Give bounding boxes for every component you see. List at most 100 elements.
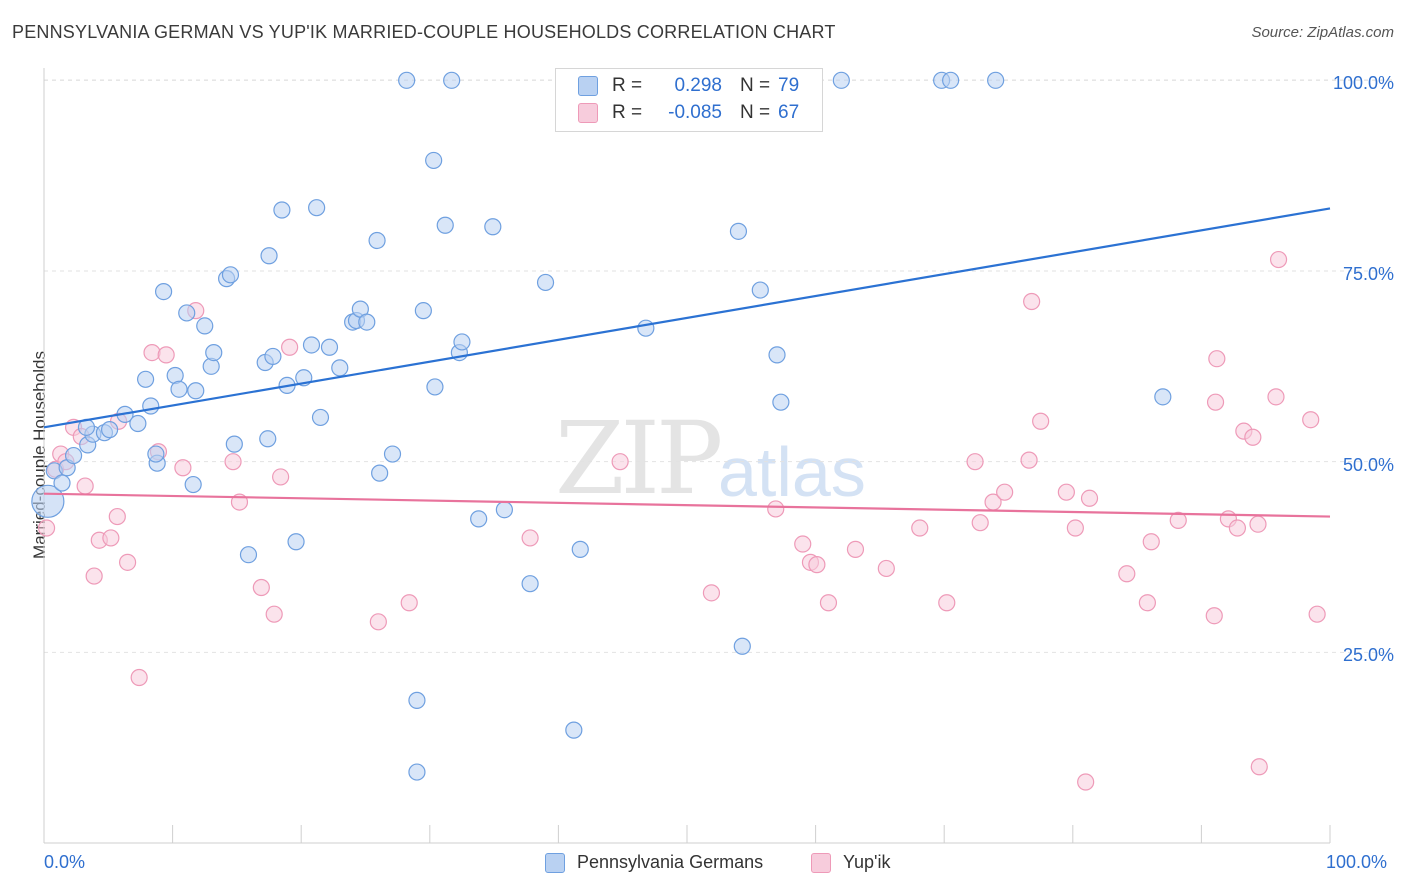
- pa-german-point: [302, 336, 321, 354]
- pa-german-point: [408, 763, 426, 781]
- pa-german-point: [358, 313, 376, 331]
- pa-german-point: [443, 71, 461, 89]
- pa-german-point: [187, 382, 205, 400]
- pa-german-point: [100, 421, 119, 439]
- legend-n-label: N =: [740, 102, 771, 123]
- pa-german-point: [308, 199, 326, 217]
- pa-german-point: [225, 435, 243, 453]
- pa-german-point: [154, 282, 173, 301]
- pa-german-point: [453, 333, 471, 351]
- legend-r-label: R =: [612, 102, 643, 123]
- yupik-point: [224, 453, 242, 471]
- pa-german-point: [426, 378, 444, 396]
- pa-german-point: [311, 408, 330, 427]
- yupik-point: [971, 514, 989, 532]
- yupik-point: [1308, 605, 1326, 623]
- legend-n-value: 79: [778, 75, 800, 96]
- pa-german-trend-line: [43, 207, 1331, 429]
- pa-german-point: [751, 281, 769, 299]
- yupik-point: [521, 529, 539, 547]
- pa-german-point: [184, 475, 202, 494]
- yupik-point: [877, 559, 895, 578]
- yupik-point: [996, 483, 1014, 501]
- pa-german-point: [484, 218, 502, 236]
- yupik-point: [174, 459, 192, 477]
- pa-german-point: [239, 546, 258, 564]
- pa-german-point: [170, 380, 188, 398]
- pa-german-point: [129, 414, 147, 433]
- series-legend-label: Pennsylvania Germans: [577, 852, 764, 872]
- yupik-point: [1208, 350, 1226, 368]
- yupik-point: [157, 346, 175, 364]
- yupik-point: [1138, 594, 1156, 612]
- series-legend-yupik[interactable]: Yup'ik: [811, 852, 890, 873]
- stats-legend: R = 0.298 N = 79 R = -0.085 N = 67: [555, 68, 823, 132]
- yupik-trend-line: [43, 492, 1331, 518]
- yupik-point: [808, 556, 826, 574]
- pa-german-point: [942, 71, 960, 89]
- pa-german-point: [571, 540, 589, 558]
- pa-german-point: [371, 464, 389, 482]
- yupik-point: [265, 605, 283, 623]
- yupik-point: [1302, 411, 1320, 429]
- yupik-point: [702, 584, 721, 602]
- pa-german-point: [147, 445, 165, 463]
- pa-german-point: [136, 370, 155, 388]
- legend-row-yupik: R = -0.085 N = 67: [578, 101, 799, 125]
- yupik-point: [1250, 758, 1268, 776]
- yupik-point: [767, 500, 785, 518]
- yupik-point: [1057, 483, 1075, 501]
- chart-title: PENNSYLVANIA GERMAN VS YUP'IK MARRIED-CO…: [12, 22, 836, 42]
- grid-lines: [44, 79, 1392, 653]
- pa-german-point: [53, 474, 71, 492]
- yupik-point: [108, 507, 126, 526]
- source-credit: Source: ZipAtlas.com: [1251, 24, 1394, 41]
- pa-german-point: [221, 266, 240, 284]
- yupik-point: [130, 668, 148, 687]
- pa-german-point: [260, 247, 278, 265]
- pa-german-point: [495, 501, 513, 519]
- yupik-point: [369, 613, 387, 631]
- yupik-point: [1206, 393, 1225, 411]
- pa-german-point: [398, 71, 416, 89]
- yupik-points: [37, 250, 1326, 791]
- yupik-point: [1228, 519, 1247, 537]
- legend-n-label: N =: [740, 75, 771, 96]
- pa-german-point: [368, 231, 386, 250]
- pa-german-point: [470, 510, 488, 528]
- yupik-point: [102, 529, 120, 547]
- pa-german-point: [521, 575, 539, 593]
- trend-lines: [43, 207, 1331, 518]
- pa-german-point: [259, 430, 277, 448]
- yupik-point: [1032, 412, 1050, 430]
- yupik-point: [911, 519, 929, 537]
- watermark-zip: ZIP: [555, 400, 723, 517]
- yupik-point: [1244, 428, 1262, 446]
- yupik-point: [1118, 565, 1136, 583]
- legend-r-value: 0.298: [674, 75, 722, 96]
- x-tick-label-min: 0.0%: [44, 852, 86, 872]
- y-tick-label: 75.0%: [1342, 264, 1394, 284]
- pa-german-point: [196, 317, 214, 335]
- yupik-point: [846, 540, 865, 558]
- axes: [43, 68, 1331, 844]
- pa-german-point: [414, 302, 432, 320]
- yupik-point: [400, 594, 418, 612]
- pa-german-point: [320, 338, 339, 356]
- pa-german-point: [733, 637, 751, 655]
- pa-german-point: [205, 344, 223, 362]
- yupik-point: [1267, 388, 1285, 406]
- legend-r-label: R =: [612, 75, 643, 96]
- yupik-point: [143, 344, 161, 362]
- pa-german-point: [772, 393, 790, 411]
- pa-german-point: [565, 721, 583, 739]
- yupik-point: [938, 594, 956, 612]
- yupik-point: [1169, 511, 1187, 529]
- y-tick-label: 50.0%: [1342, 454, 1394, 475]
- series-legend-label: Yup'ik: [843, 852, 891, 872]
- pa-german-point: [1154, 388, 1172, 406]
- legend-r-value: -0.085: [668, 102, 722, 123]
- series-legend-pa-german[interactable]: Pennsylvania Germans: [545, 852, 763, 873]
- yupik-point: [76, 477, 94, 495]
